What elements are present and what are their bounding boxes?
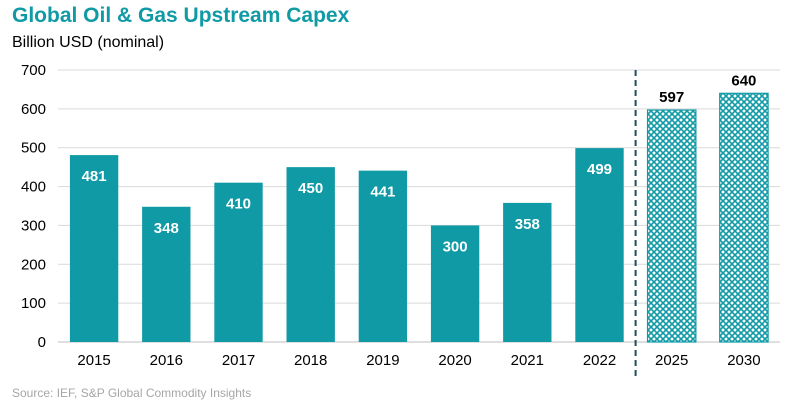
x-tick-label: 2016	[150, 352, 183, 369]
y-tick-label: 700	[21, 62, 46, 79]
bar-2017	[214, 182, 263, 342]
x-tick-label: 2021	[511, 352, 544, 369]
x-axis: 2015 2016 2017 2018 2019 2020 2021 2022 2025 2030	[77, 352, 760, 369]
x-tick-label: 2025	[655, 352, 688, 369]
bar-2025	[646, 109, 697, 343]
chart-subtitle: Billion USD (nominal)	[12, 34, 165, 51]
data-label-2025: 597	[659, 89, 684, 106]
x-tick-label: 2020	[438, 352, 471, 369]
data-label-2020: 300	[443, 238, 468, 255]
y-tick-label: 100	[21, 295, 46, 312]
x-tick-label: 2018	[294, 352, 327, 369]
x-tick-label: 2015	[77, 352, 110, 369]
data-label-2018: 450	[298, 180, 323, 197]
x-tick-label: 2022	[583, 352, 616, 369]
bar-2015	[69, 155, 119, 342]
y-axis: 0 100 200 300 400 500 600 700	[21, 62, 46, 351]
bar-2020	[430, 225, 480, 342]
bars: 481 348 410 450 441 300 358 499 597 640	[69, 72, 769, 343]
data-label-2015: 481	[82, 168, 107, 185]
x-tick-label: 2017	[222, 352, 255, 369]
y-tick-label: 0	[38, 334, 46, 351]
y-tick-label: 600	[21, 101, 46, 118]
data-label-2030: 640	[731, 72, 756, 89]
bar-2019	[358, 170, 408, 342]
chart-title: Global Oil & Gas Upstream Capex	[12, 4, 350, 27]
x-tick-label: 2019	[366, 352, 399, 369]
data-label-2017: 410	[226, 196, 251, 213]
x-tick-label: 2030	[727, 352, 760, 369]
source-note: Source: IEF, S&P Global Commodity Insigh…	[12, 386, 252, 400]
data-label-2022: 499	[587, 161, 612, 178]
data-label-2016: 348	[154, 220, 179, 237]
bar-2022	[575, 148, 624, 342]
data-label-2021: 358	[515, 216, 540, 233]
y-tick-label: 300	[21, 217, 46, 234]
data-label-2019: 441	[370, 184, 395, 201]
y-tick-label: 500	[21, 140, 46, 157]
bar-2021	[503, 202, 552, 342]
bar-2030	[719, 92, 769, 343]
y-tick-label: 200	[21, 256, 46, 273]
y-tick-label: 400	[21, 179, 46, 196]
bar-2018	[286, 167, 335, 342]
bar-2016	[142, 206, 191, 342]
